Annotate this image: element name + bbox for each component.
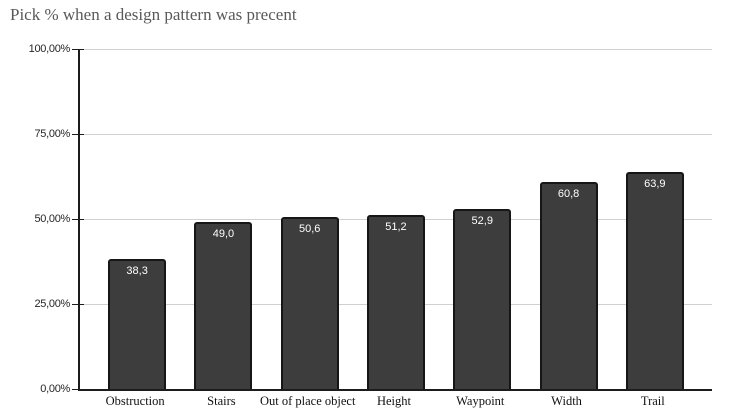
x-axis-label: Obstruction bbox=[105, 394, 165, 408]
gridline bbox=[80, 134, 712, 135]
x-axis-label: Waypoint bbox=[456, 394, 505, 408]
y-axis-tick bbox=[72, 304, 84, 305]
bar: 63,9 bbox=[625, 171, 684, 389]
gridline bbox=[80, 49, 712, 50]
bars: 38,3 49,0 50,6 51,2 52,9 60,8 63,9 bbox=[94, 49, 698, 389]
bar-value-label: 63,9 bbox=[644, 177, 666, 190]
bar: 52,9 bbox=[453, 209, 512, 389]
bar-slot: 52,9 bbox=[439, 49, 525, 389]
y-axis-label: 100,00% bbox=[28, 43, 71, 55]
x-axis-label: Out of place object bbox=[259, 394, 356, 408]
bar: 38,3 bbox=[108, 258, 167, 389]
bar-slot: 63,9 bbox=[612, 49, 698, 389]
y-axis-label: 75,00% bbox=[34, 128, 70, 140]
x-axis-label-slot: Out of place object bbox=[260, 394, 355, 410]
x-axis-label: Trail bbox=[640, 394, 665, 408]
bar-value-label: 51,2 bbox=[385, 220, 407, 233]
y-axis-label: 25,00% bbox=[34, 298, 70, 310]
y-axis-tick bbox=[72, 219, 84, 220]
bar-value-label: 38,3 bbox=[126, 264, 148, 277]
x-axis-label: Height bbox=[376, 394, 411, 408]
bar-slot: 50,6 bbox=[267, 49, 353, 389]
bar: 49,0 bbox=[194, 222, 253, 389]
x-axis-label-slot: Trail bbox=[610, 394, 696, 410]
y-axis-label: 0,00% bbox=[40, 383, 70, 395]
y-axis-tick bbox=[72, 49, 84, 50]
y-axis-tick bbox=[72, 389, 84, 390]
x-axis-label-slot: Stairs bbox=[178, 394, 264, 410]
x-axis-label-slot: Height bbox=[351, 394, 437, 410]
bar-value-label: 50,6 bbox=[298, 222, 321, 235]
bar: 60,8 bbox=[539, 182, 598, 389]
bar: 50,6 bbox=[280, 216, 339, 389]
plot-area: 38,3 49,0 50,6 51,2 52,9 60,8 63,9 bbox=[72, 49, 712, 391]
x-axis-label-slot: Width bbox=[523, 394, 609, 410]
bar-slot: 60,8 bbox=[525, 49, 611, 389]
x-axis-labels: Obstruction Stairs Out of place object H… bbox=[92, 394, 696, 410]
bar-value-label: 49,0 bbox=[212, 228, 235, 241]
bar-value-label: 52,9 bbox=[471, 215, 493, 228]
bar: 51,2 bbox=[366, 214, 425, 389]
bar-slot: 51,2 bbox=[353, 49, 439, 389]
bar-slot: 38,3 bbox=[94, 49, 180, 389]
chart-title: Pick % when a design pattern was precent bbox=[10, 5, 297, 24]
x-axis-label-slot: Waypoint bbox=[437, 394, 523, 410]
x-axis-label: Width bbox=[551, 394, 582, 408]
bar-slot: 49,0 bbox=[180, 49, 266, 389]
y-axis-tick bbox=[72, 134, 84, 135]
x-axis-label-slot: Obstruction bbox=[92, 394, 178, 410]
x-axis-label: Stairs bbox=[207, 394, 236, 408]
y-axis-label: 50,00% bbox=[34, 213, 70, 225]
bar-value-label: 60,8 bbox=[557, 188, 580, 201]
